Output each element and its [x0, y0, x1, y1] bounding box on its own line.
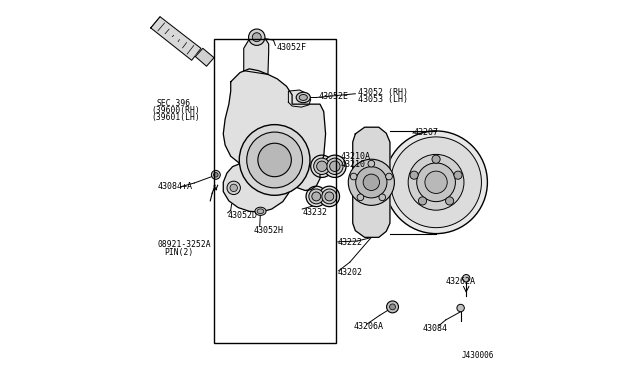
Circle shape	[386, 173, 392, 180]
Circle shape	[239, 125, 310, 195]
Circle shape	[457, 304, 465, 312]
Circle shape	[379, 194, 386, 201]
Circle shape	[385, 131, 488, 234]
Circle shape	[357, 194, 364, 201]
Text: 43210: 43210	[341, 160, 366, 169]
Circle shape	[356, 167, 387, 198]
Text: 43202: 43202	[338, 268, 363, 277]
Text: 43052 (RH): 43052 (RH)	[358, 88, 408, 97]
Circle shape	[363, 174, 380, 190]
Circle shape	[258, 143, 291, 177]
Ellipse shape	[325, 192, 334, 201]
Ellipse shape	[326, 158, 343, 174]
Polygon shape	[353, 127, 390, 237]
Circle shape	[227, 181, 241, 195]
Text: PIN(2): PIN(2)	[164, 248, 194, 257]
Ellipse shape	[306, 186, 326, 206]
Text: 43052E: 43052E	[318, 92, 348, 101]
Ellipse shape	[319, 186, 340, 206]
Text: 43052D: 43052D	[228, 211, 258, 219]
Ellipse shape	[257, 209, 264, 214]
Circle shape	[390, 304, 396, 310]
Text: 43052F: 43052F	[276, 43, 306, 52]
Text: J430006: J430006	[461, 351, 493, 360]
Text: 08921-3252A: 08921-3252A	[157, 240, 211, 249]
Circle shape	[432, 155, 440, 163]
Text: (39601(LH): (39601(LH)	[152, 113, 200, 122]
Text: 43206A: 43206A	[353, 322, 383, 331]
Circle shape	[463, 275, 470, 282]
Circle shape	[368, 160, 374, 167]
Circle shape	[348, 159, 394, 205]
Circle shape	[252, 33, 261, 42]
Circle shape	[230, 184, 237, 192]
Ellipse shape	[324, 155, 346, 177]
Circle shape	[387, 301, 399, 313]
Circle shape	[246, 132, 303, 188]
Ellipse shape	[317, 161, 327, 171]
Circle shape	[248, 29, 265, 45]
Circle shape	[417, 163, 456, 202]
Text: 43222: 43222	[338, 238, 363, 247]
Text: 43207: 43207	[413, 128, 439, 137]
Text: 43084+A: 43084+A	[157, 182, 192, 191]
Polygon shape	[223, 69, 326, 212]
Circle shape	[410, 171, 418, 179]
Ellipse shape	[255, 207, 266, 215]
Polygon shape	[195, 48, 214, 66]
Text: 43053 (LH): 43053 (LH)	[358, 95, 408, 104]
Polygon shape	[244, 35, 269, 74]
Ellipse shape	[330, 161, 340, 171]
Circle shape	[425, 171, 447, 193]
Text: 43052H: 43052H	[254, 226, 284, 235]
Ellipse shape	[322, 189, 337, 204]
Text: 43262A: 43262A	[445, 278, 476, 286]
Circle shape	[211, 170, 220, 179]
Circle shape	[445, 197, 454, 205]
Ellipse shape	[312, 192, 321, 201]
Ellipse shape	[309, 189, 324, 204]
Ellipse shape	[296, 92, 310, 103]
Ellipse shape	[314, 158, 330, 174]
Text: (39600(RH): (39600(RH)	[152, 106, 200, 115]
Text: 43210A: 43210A	[341, 153, 371, 161]
Ellipse shape	[310, 155, 333, 177]
Circle shape	[408, 154, 464, 210]
Text: 43232: 43232	[302, 208, 327, 217]
Circle shape	[214, 173, 218, 177]
Polygon shape	[151, 17, 201, 60]
Circle shape	[419, 197, 427, 205]
Text: SEC.396: SEC.396	[156, 99, 191, 108]
Circle shape	[390, 137, 481, 228]
Ellipse shape	[299, 94, 307, 100]
Text: 43084: 43084	[422, 324, 447, 333]
Bar	[214, 39, 336, 343]
Circle shape	[350, 173, 357, 180]
Polygon shape	[289, 90, 310, 107]
Circle shape	[454, 171, 462, 179]
